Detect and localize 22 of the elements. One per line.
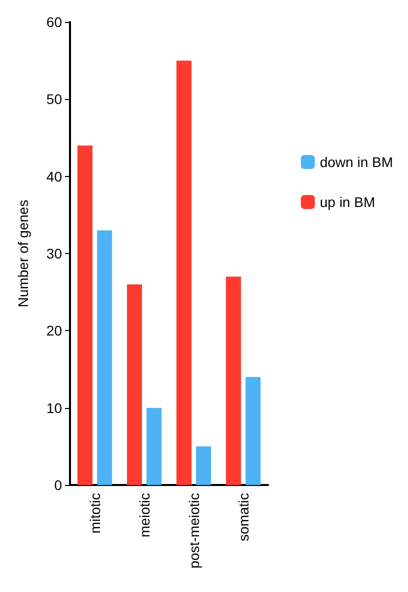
bar: [146, 408, 162, 485]
bar: [97, 230, 112, 485]
legend-label: down in BM: [320, 154, 394, 170]
y-tick-label: 30: [46, 246, 62, 262]
y-tick-label: 60: [46, 14, 62, 30]
y-axis-title: Number of genes: [15, 200, 31, 308]
y-tick-label: 50: [46, 91, 62, 108]
bar: [246, 376, 261, 485]
legend-label: up in BM: [320, 194, 376, 210]
y-tick-label: 0: [54, 477, 62, 493]
x-tick-label: meiotic: [136, 493, 152, 538]
x-tick-label: somatic: [235, 493, 252, 542]
bar: [226, 276, 241, 485]
y-tick-label: 20: [46, 322, 62, 339]
x-tick-label: post-meiotic: [186, 493, 202, 568]
x-tick-label: mitotic: [86, 493, 103, 534]
y-tick-label: 40: [46, 168, 62, 184]
bar: [176, 60, 192, 485]
bar: [196, 446, 212, 485]
bar: [77, 145, 92, 485]
y-tick-label: 10: [46, 400, 62, 416]
bar: [126, 284, 142, 485]
